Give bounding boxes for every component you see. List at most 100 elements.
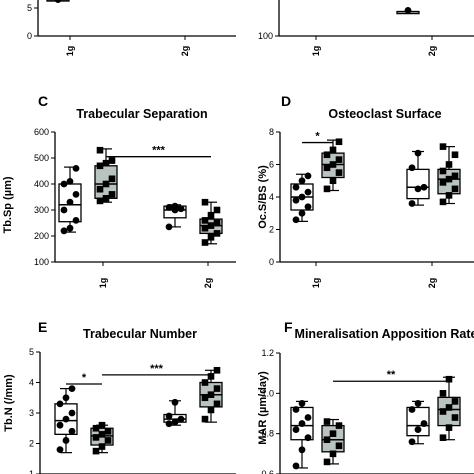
y-tick-label: 100 [258, 31, 273, 41]
data-point [108, 157, 116, 164]
data-point [54, 0, 62, 3]
data-point [201, 198, 209, 206]
data-point [420, 183, 428, 191]
data-point [329, 146, 337, 154]
data-point [104, 428, 112, 435]
data-point [96, 197, 104, 205]
data-point [323, 151, 331, 159]
data-point [60, 180, 68, 188]
data-point [165, 420, 173, 428]
data-point [439, 434, 447, 441]
data-point [171, 202, 179, 210]
data-point [414, 149, 422, 157]
y-axis-label: MAR (µm/day) [257, 371, 269, 445]
box [406, 406, 430, 437]
data-point [207, 211, 215, 219]
box-1g-grey [94, 146, 118, 205]
data-point [72, 165, 80, 172]
data-point [177, 415, 185, 423]
significance-label: *** [152, 145, 166, 157]
data-point [102, 195, 110, 202]
data-point [207, 234, 215, 241]
box-1g-grey [90, 421, 114, 455]
data-point [213, 400, 221, 408]
x-tick-label: 1g [98, 278, 108, 289]
data-point [68, 409, 76, 417]
data-point [298, 420, 306, 427]
data-point [439, 198, 447, 206]
data-point [56, 400, 64, 408]
data-point [96, 162, 104, 170]
data-point [292, 406, 300, 413]
y-axis-label: Tb.Sp (µm) [2, 176, 14, 233]
data-point [335, 156, 343, 163]
box-2g-white [406, 400, 430, 446]
data-point [335, 138, 343, 146]
data-point [292, 196, 300, 204]
data-point [451, 172, 459, 180]
panel-letter: E [38, 319, 47, 335]
significance-label: * [82, 372, 87, 384]
y-tick-label: 0.8 [261, 429, 274, 439]
data-point [201, 394, 209, 402]
data-point [98, 431, 106, 438]
data-point [445, 424, 453, 431]
data-point [207, 406, 215, 414]
data-point [292, 426, 300, 434]
data-point [201, 379, 209, 386]
data-point [439, 390, 447, 397]
x-tick-label: 2g [427, 278, 437, 289]
data-point [445, 375, 453, 383]
data-point [165, 412, 173, 420]
y-tick-label: 4 [29, 378, 34, 388]
data-point [329, 177, 337, 185]
panel-a: 5 0 1g 2g [27, 0, 236, 56]
y-tick-label: 0 [27, 31, 32, 41]
data-point [66, 224, 74, 232]
data-point [98, 421, 106, 429]
data-point [102, 180, 110, 188]
x-tick-label: 1g [311, 278, 321, 289]
box-2g-white [396, 6, 420, 15]
y-tick-label: 6 [269, 160, 274, 170]
x-tick-label: 2g [180, 46, 190, 57]
data-point [292, 183, 300, 191]
data-point [439, 408, 447, 415]
y-tick-label: 8 [269, 127, 274, 137]
data-point [60, 206, 68, 214]
data-point [335, 169, 343, 176]
data-point [213, 206, 221, 214]
data-point [329, 430, 337, 437]
data-point [304, 434, 312, 442]
data-point [108, 191, 116, 198]
data-point [298, 193, 306, 201]
data-point [408, 438, 416, 446]
box-2g-grey [437, 375, 461, 441]
x-tick-label: 1g [311, 46, 321, 57]
box-1g-white [58, 165, 82, 235]
data-point [304, 188, 312, 196]
x-tick-label: 2g [427, 46, 437, 57]
y-tick-label: 0 [269, 257, 274, 267]
data-point [92, 447, 100, 455]
data-point [445, 175, 453, 183]
data-point [207, 373, 215, 380]
box-2g-grey [437, 143, 461, 206]
panel-title: Trabecular Number [83, 327, 197, 341]
data-point [335, 442, 343, 450]
data-point [329, 161, 337, 168]
data-point [323, 164, 331, 172]
data-point [201, 239, 209, 246]
y-axis-label: Tb.N (/mm) [3, 374, 15, 432]
data-point [201, 224, 209, 232]
data-point [304, 172, 312, 180]
data-point [439, 167, 447, 175]
panel-b: 100 1g 2g [258, 0, 474, 56]
data-point [445, 161, 453, 168]
data-point [408, 200, 416, 207]
y-tick-label: 200 [34, 231, 49, 241]
data-point [404, 6, 412, 14]
data-point [201, 415, 209, 423]
data-point [420, 420, 428, 427]
